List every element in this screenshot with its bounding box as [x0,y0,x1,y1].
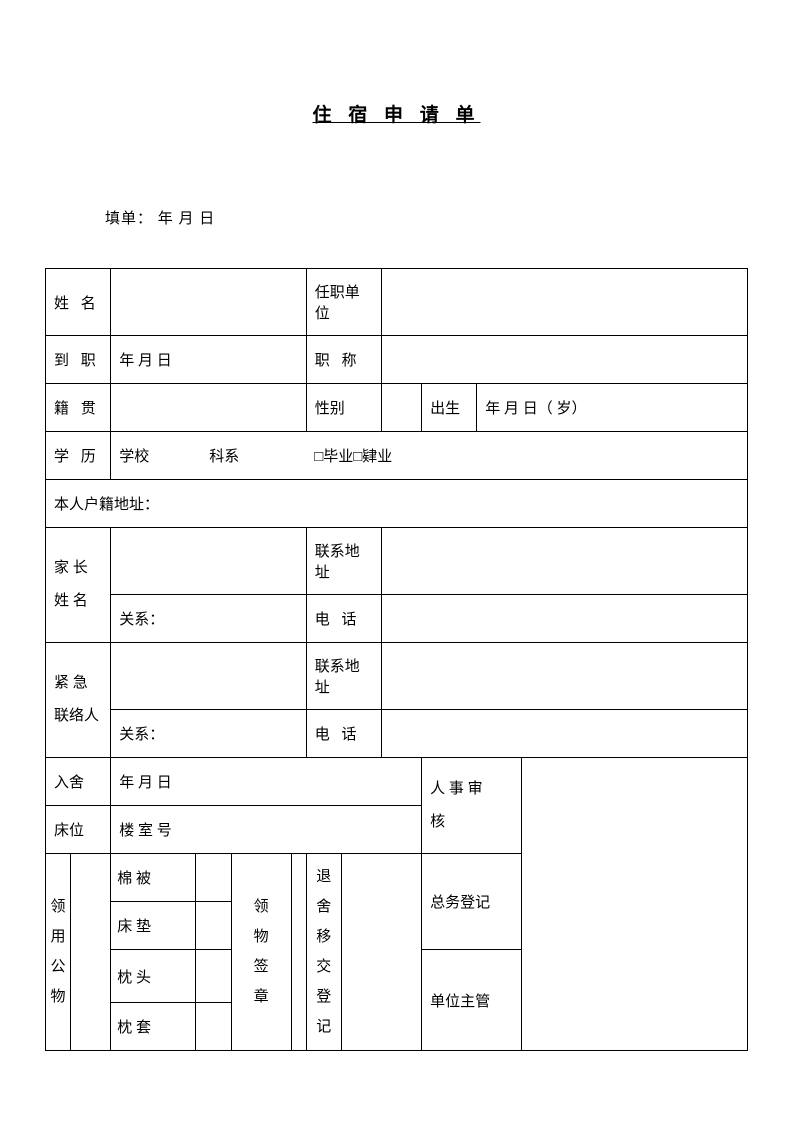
field-hr-review[interactable] [522,758,748,1051]
field-household-addr[interactable]: 本人户籍地址： [46,480,748,528]
label-birth: 出生 [422,384,477,432]
field-emergency-name[interactable] [111,643,307,710]
label-gender: 性别 [306,384,381,432]
field-name[interactable] [111,269,307,336]
label-bed: 床位 [46,806,111,854]
application-table: 姓 名 任职单位 到 职 年 月 日 职 称 籍 贯 性别 出生 年 月 日（ … [45,268,748,1051]
label-education: 学 历 [46,432,111,480]
label-return-reg: 退舍移交登记 [306,854,341,1051]
label-report-date: 到 职 [46,336,111,384]
field-return-reg[interactable] [341,854,421,1051]
field-job-title[interactable] [381,336,747,384]
label-pillowcase: 枕 套 [111,1003,196,1051]
field-emergency-relation[interactable]: 关系： [111,710,307,758]
label-native-place: 籍 贯 [46,384,111,432]
form-title: 住 宿 申 请 单 [45,100,748,127]
label-emergency: 紧 急 联络人 [46,643,111,758]
fill-date-label: 填单： 年 月 日 [105,207,748,228]
field-education[interactable]: 学校 科系 □毕业□肄业 [111,432,748,480]
field-report-date[interactable]: 年 月 日 [111,336,307,384]
field-mattress[interactable] [196,902,231,950]
field-pillow[interactable] [196,950,231,1003]
field-check-in[interactable]: 年 月 日 [111,758,422,806]
field-gender[interactable] [381,384,421,432]
field-birth[interactable]: 年 月 日（ 岁） [477,384,748,432]
field-issued-items-left[interactable] [71,854,111,1051]
label-pillow: 枕 头 [111,950,196,1003]
field-emergency-contact-addr[interactable] [381,643,747,710]
field-parent-name[interactable] [111,528,307,595]
field-receipt-sign[interactable] [291,854,306,1051]
label-parent-name: 家 长 姓 名 [46,528,111,643]
field-bed[interactable]: 楼 室 号 [111,806,422,854]
label-check-in: 入舍 [46,758,111,806]
field-emergency-phone[interactable] [381,710,747,758]
label-general-reg: 总务登记 [422,854,522,950]
field-parent-relation[interactable]: 关系： [111,595,307,643]
label-parent-phone: 电 话 [306,595,381,643]
label-unit-super: 单位主管 [422,950,522,1051]
field-quilt[interactable] [196,854,231,902]
field-pillowcase[interactable] [196,1003,231,1051]
field-parent-contact-addr[interactable] [381,528,747,595]
label-issued-items: 领用公物 [46,854,71,1051]
label-mattress: 床 垫 [111,902,196,950]
label-emergency-phone: 电 话 [306,710,381,758]
label-hr-review: 人 事 审 核 [422,758,522,854]
field-parent-phone[interactable] [381,595,747,643]
label-parent-contact-addr: 联系地址 [306,528,381,595]
label-receipt-sign: 领物签章 [231,854,291,1051]
label-name: 姓 名 [46,269,111,336]
field-work-unit[interactable] [381,269,747,336]
label-emergency-contact-addr: 联系地址 [306,643,381,710]
label-job-title: 职 称 [306,336,381,384]
field-native-place[interactable] [111,384,307,432]
label-work-unit: 任职单位 [306,269,381,336]
label-quilt: 棉 被 [111,854,196,902]
